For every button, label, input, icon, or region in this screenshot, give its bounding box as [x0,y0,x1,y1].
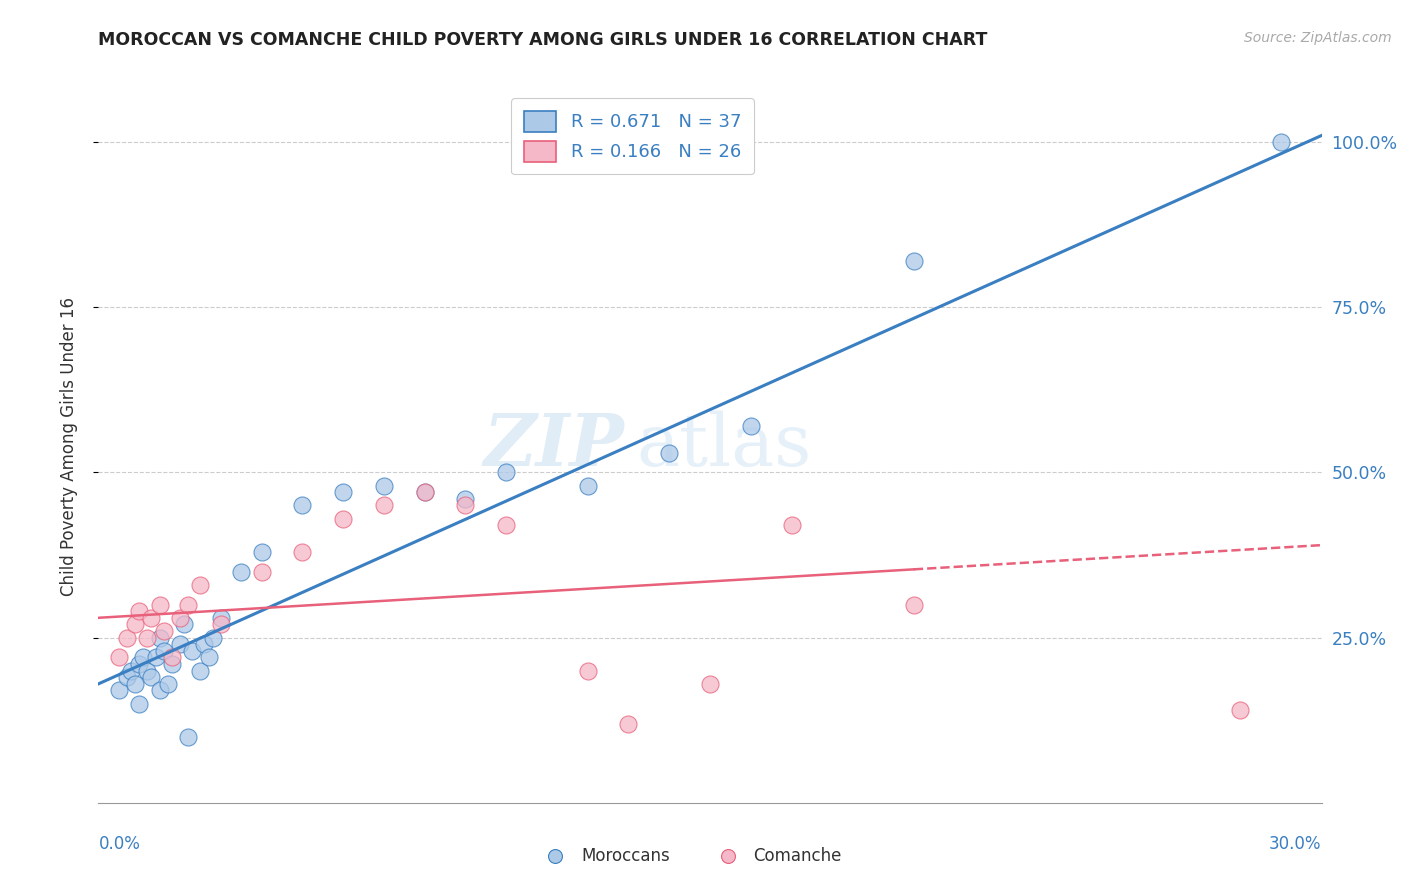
Point [169,637,191,651]
Point [152,624,174,638]
Point [576,664,599,678]
Point [156,677,179,691]
Point [149,598,172,612]
Point [115,631,138,645]
Point [197,650,219,665]
Point [132,650,155,665]
Text: Moroccans: Moroccans [582,847,671,865]
Text: MOROCCAN VS COMANCHE CHILD POVERTY AMONG GIRLS UNDER 16 CORRELATION CHART: MOROCCAN VS COMANCHE CHILD POVERTY AMONG… [98,31,988,49]
Point [413,485,436,500]
Text: 0.0%: 0.0% [98,835,141,853]
Point [193,637,215,651]
Text: atlas: atlas [637,410,813,482]
Point [128,657,150,671]
Point [188,578,212,592]
Point [188,664,212,678]
Point [177,730,200,744]
Y-axis label: Child Poverty Among Girls Under 16: Child Poverty Among Girls Under 16 [59,296,77,596]
Point [658,445,681,459]
Point [152,644,174,658]
Point [209,617,232,632]
Point [149,631,172,645]
Point [141,611,163,625]
Point [617,716,640,731]
Point [209,611,232,625]
Point [1229,703,1251,717]
Point [332,485,354,500]
Point [160,657,183,671]
Point [136,631,159,645]
Point [495,518,517,533]
Point [780,518,803,533]
Point [740,419,762,434]
Point [413,485,436,500]
Point [250,545,273,559]
Point [495,466,517,480]
Point [373,478,395,492]
Point [903,598,925,612]
Legend: R = 0.671   N = 37, R = 0.166   N = 26: R = 0.671 N = 37, R = 0.166 N = 26 [512,98,754,174]
Point [108,650,131,665]
Point [231,565,253,579]
Text: 30.0%: 30.0% [1270,835,1322,853]
Point [177,598,200,612]
Point [250,565,273,579]
Point [115,670,138,684]
Point [160,650,183,665]
Text: ZIP: ZIP [484,410,624,482]
Point [124,617,146,632]
Point [128,697,150,711]
Point [145,650,167,665]
Point [136,664,159,678]
Point [141,670,163,684]
Point [291,545,314,559]
Point [201,631,224,645]
Point [332,511,354,525]
Point [108,683,131,698]
Point [454,499,477,513]
Text: Source: ZipAtlas.com: Source: ZipAtlas.com [1244,31,1392,45]
Point [576,478,599,492]
Point [181,644,204,658]
Point [173,617,195,632]
Point [128,604,150,618]
Point [120,664,142,678]
Point [1270,135,1292,149]
Point [124,677,146,691]
Point [149,683,172,698]
Point [169,611,191,625]
Text: Comanche: Comanche [752,847,841,865]
Point [373,499,395,513]
Point [699,677,721,691]
Point [291,499,314,513]
Point [903,254,925,268]
Point [454,491,477,506]
